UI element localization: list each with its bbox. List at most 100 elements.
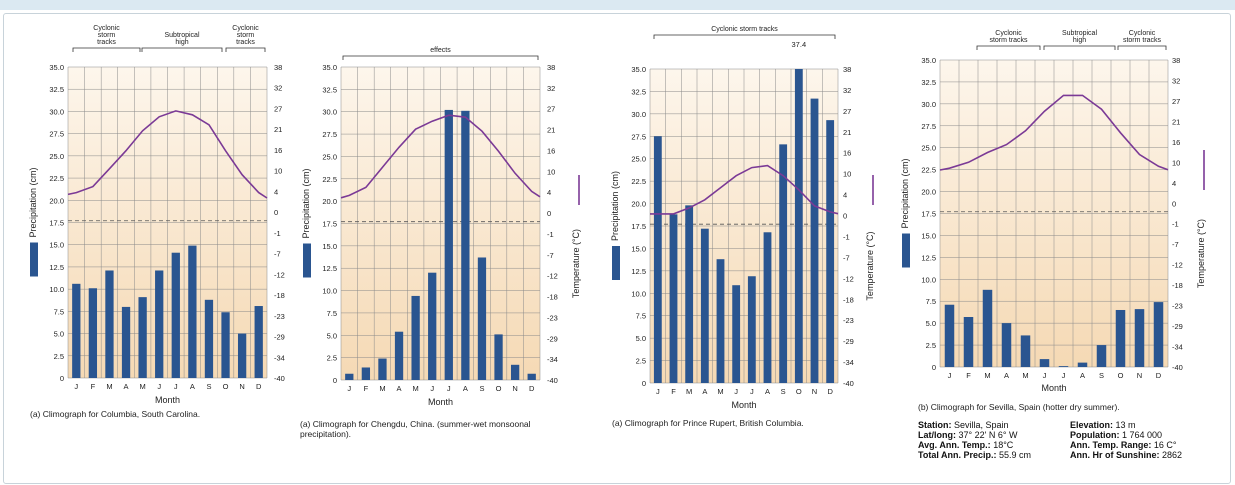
precip-tick-label: 2.5 [54, 352, 64, 361]
precip-tick-label: 7.5 [636, 312, 646, 321]
precip-bar-J [1039, 359, 1050, 367]
temp-tick-label: 21 [843, 128, 851, 137]
precip-bar-N [237, 333, 247, 378]
header-label-line: tracks [97, 39, 116, 46]
header-label-line: Cyclonic [1129, 30, 1156, 37]
temperature-line [939, 94, 1169, 171]
precip-tick-label: 35.0 [49, 63, 64, 72]
precip-tick-label: 25.0 [921, 144, 936, 153]
precip-tick-label: 12.5 [49, 263, 64, 272]
precip-tick-label: 17.5 [322, 220, 337, 229]
month-label: O [796, 387, 802, 396]
precip-bar-A [1001, 323, 1012, 367]
precip-tick-label: 30.0 [49, 107, 64, 116]
precip-bar-J [428, 272, 437, 380]
month-label: J [948, 371, 952, 380]
month-label: M [1022, 371, 1028, 380]
temp-tick-label: 0 [843, 212, 847, 221]
header-label-line: Subtropical [164, 32, 199, 39]
x-axis-label: Month [731, 400, 756, 410]
precip-bar-D [1153, 302, 1164, 367]
precip-tick-label: 7.5 [54, 307, 64, 316]
temp-tick-label: -40 [274, 374, 285, 383]
precip-tick-label: 0 [333, 376, 337, 385]
precip-legend-swatch [303, 243, 311, 278]
header-label-line: storm [98, 32, 116, 39]
month-label: J [1043, 371, 1047, 380]
month-label: N [812, 387, 817, 396]
temp-tick-label: 10 [843, 170, 851, 179]
header-label: effects [430, 47, 451, 54]
header-bracket [342, 55, 539, 60]
precip-tick-label: 7.5 [926, 297, 936, 306]
y-axis-label-left: Precipitation (cm) [301, 168, 311, 238]
temp-tick-label: 27 [274, 104, 282, 113]
temp-tick-label: -18 [274, 291, 285, 300]
temp-tick-label: 16 [843, 149, 851, 158]
temp-tick-label: -29 [1172, 322, 1183, 331]
precip-tick-label: 27.5 [49, 130, 64, 139]
temp-tick-label: -1 [843, 232, 850, 241]
climograph-2: 35.0 32.5 30.0 27.5 25.0 22.5 20.0 17.5 15.0 12.5… [300, 47, 581, 439]
precip-bar-M [716, 259, 725, 383]
temp-tick-label: -1 [547, 230, 554, 239]
month-label: A [1080, 371, 1085, 380]
precip-bar-M [411, 295, 420, 380]
precip-bar-F [963, 317, 974, 367]
precip-bar-M [982, 289, 993, 367]
header-bracket [225, 47, 266, 52]
header-label-line: high [175, 39, 188, 46]
temp-tick-label: -40 [1172, 363, 1183, 372]
precip-tick-label: 12.5 [921, 253, 936, 262]
precip-tick-label: 5.0 [327, 331, 337, 340]
precip-tick-label: 22.5 [322, 175, 337, 184]
precip-tick-label: 2.5 [926, 341, 936, 350]
chart-caption-line: (b) Climograph for Sevilla, Spain (hotte… [918, 402, 1120, 412]
month-label: S [479, 384, 484, 393]
precip-bar-M [105, 270, 114, 378]
precip-legend-swatch [902, 233, 910, 268]
x-axis-label: Month [1041, 383, 1066, 393]
precip-bar-A [121, 306, 131, 378]
month-label: F [966, 371, 971, 380]
precip-bar-S [779, 144, 788, 383]
temp-tick-label: 27 [843, 107, 851, 116]
precip-tick-label: 22.5 [49, 174, 64, 183]
y-axis-label-left: Precipitation (cm) [610, 171, 620, 241]
precip-tick-label: 25.0 [631, 155, 646, 164]
precip-tick-label: 35.0 [921, 56, 936, 65]
month-label: J [157, 382, 161, 391]
temp-tick-label: -40 [843, 379, 854, 388]
temp-tick-label: -1 [1172, 220, 1179, 229]
precip-bar-J [345, 373, 354, 380]
precip-legend-swatch [30, 242, 38, 277]
precip-tick-label: 2.5 [327, 354, 337, 363]
temp-tick-label: -34 [843, 358, 854, 367]
y-axis-label-left: Precipitation (cm) [28, 167, 38, 237]
precip-tick-label: 27.5 [921, 122, 936, 131]
precip-tick-label: 22.5 [631, 177, 646, 186]
precip-bar-O [494, 334, 503, 380]
header-label: Cyclonic storm tracks [711, 26, 778, 33]
precip-tick-label: 20.0 [921, 188, 936, 197]
temp-tick-label: 16 [274, 146, 282, 155]
month-label: O [223, 382, 229, 391]
precip-tick-label: 7.5 [327, 309, 337, 318]
temp-tick-label: -34 [1172, 343, 1183, 352]
temp-tick-label: 10 [547, 167, 555, 176]
header-label-line: effects [430, 47, 451, 54]
precip-tick-label: 10.0 [49, 285, 64, 294]
temp-tick-label: 32 [274, 84, 282, 93]
temp-tick-label: -12 [1172, 261, 1183, 270]
precip-tick-label: 10.0 [921, 275, 936, 284]
precip-tick-label: 25.0 [49, 152, 64, 161]
precip-bar-D [254, 306, 263, 378]
precip-bar-S [204, 299, 214, 378]
temp-tick-label: 27 [1172, 97, 1180, 106]
precip-bar-A [394, 331, 404, 380]
header-label-line: storm tracks [989, 37, 1028, 44]
month-label: J [430, 384, 434, 393]
